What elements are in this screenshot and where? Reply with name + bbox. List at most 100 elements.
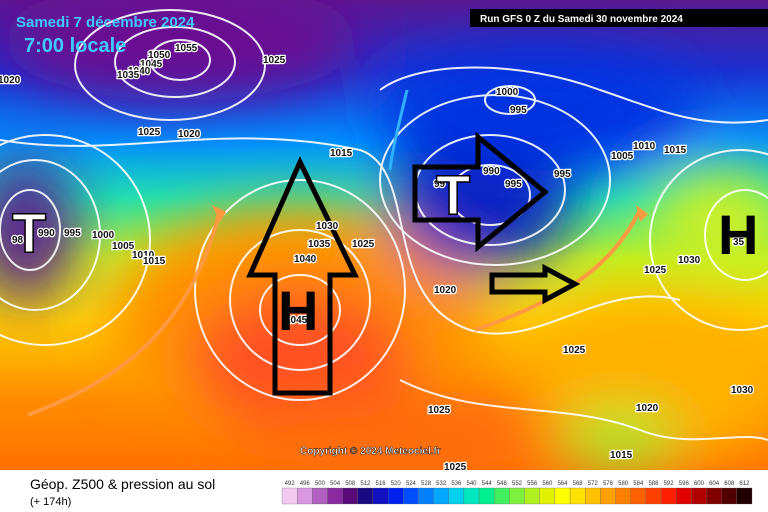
scale-label: 564: [557, 481, 568, 487]
scale-label: 504: [330, 481, 341, 487]
scale-label: 600: [694, 481, 705, 487]
run-info: Run GFS 0 Z du Samedi 30 novembre 2024: [480, 14, 683, 25]
scale-swatch: [600, 487, 616, 505]
isobar-label: 995: [505, 179, 522, 190]
scale-label: 584: [633, 481, 644, 487]
high-symbol: H: [718, 203, 758, 266]
scale-swatch: [433, 487, 449, 505]
isobar-label: 1010: [633, 141, 656, 152]
isobar-label: 1025: [138, 127, 161, 138]
scale-label: 576: [603, 481, 614, 487]
scale-swatch: [645, 487, 662, 505]
isobar-label: 1025: [428, 405, 451, 416]
isobar-label: 1050: [148, 50, 171, 61]
scale-swatch: [312, 487, 328, 505]
scale-swatch: [509, 487, 525, 505]
scale-swatch: [615, 487, 631, 505]
scale-label: 544: [482, 481, 493, 487]
isobar-label: 1015: [143, 256, 166, 267]
run-box: [470, 9, 768, 27]
isobar-label: 995: [64, 228, 81, 239]
isobar-label: 1015: [610, 450, 633, 461]
scale-label: 500: [315, 481, 326, 487]
scale-label: 608: [724, 481, 735, 487]
scale-swatch: [676, 487, 692, 505]
scale-label: 524: [406, 481, 417, 487]
arrows: [246, 131, 581, 396]
scale-label: 516: [376, 481, 387, 487]
scale-label: 612: [739, 481, 750, 487]
copyright: Copyright © 2024 Meteociel.fr: [300, 446, 441, 457]
isobar-labels: 1020 1055 1050 1045 1040 1035 1025 1025 …: [0, 42, 755, 475]
isobar-label: 1030: [678, 255, 701, 266]
isobar-label: 1025: [563, 345, 586, 356]
scale-swatch: [297, 487, 313, 505]
color-scale: 492 496 500 504 508 512 516 520 524 528 532 536 540 5…: [281, 481, 753, 505]
scale-label: 560: [542, 481, 553, 487]
isobar-label: 1045: [140, 59, 163, 70]
scale-swatch: [585, 487, 601, 505]
isobar-label: 1035: [117, 70, 140, 81]
isobar-label: 35: [733, 237, 745, 248]
isobar-label: 1025: [352, 239, 375, 250]
scale-swatch: [721, 487, 737, 505]
isobar-label: 1020: [636, 403, 659, 414]
scale-label: 592: [664, 481, 675, 487]
scale-label: 520: [391, 481, 402, 487]
scale-swatch: [281, 487, 298, 505]
scale-swatch: [448, 487, 465, 505]
scale-swatch: [403, 487, 419, 505]
low-symbol: T: [12, 201, 46, 264]
isobar-label: 990: [483, 166, 500, 177]
isobar-label: 1005: [112, 241, 135, 252]
isobar-label: 1025: [644, 265, 667, 276]
scale-label: 556: [527, 481, 538, 487]
scale-swatch: [554, 487, 571, 505]
scale-swatch: [342, 487, 358, 505]
isobar-label: 1035: [308, 239, 331, 250]
scale-swatch: [539, 487, 556, 505]
isobar-label: 1030: [316, 221, 339, 232]
scale-label: 496: [300, 481, 311, 487]
isobar-label: 1005: [611, 151, 634, 162]
scale-label: 508: [345, 481, 356, 487]
scale-swatch: [569, 487, 586, 505]
scale-swatch: [660, 487, 677, 505]
scale-label: 512: [360, 481, 371, 487]
isobar-label: 1025: [263, 55, 286, 66]
pressure-symbols: T H T H: [11, 162, 758, 342]
scale-label: 548: [497, 481, 508, 487]
isobar-label: 1030: [731, 385, 754, 396]
forecast-date: Samedi 7 décembre 2024: [16, 14, 195, 31]
scale-label: 572: [588, 481, 599, 487]
forecast-time: 7:00 locale: [24, 35, 126, 57]
field: [0, 0, 768, 470]
isobar-label: 1040: [128, 66, 151, 77]
scale-swatch: [706, 487, 722, 505]
scale-label: 492: [285, 481, 296, 487]
scale-label: 552: [512, 481, 523, 487]
scale-swatch: [524, 487, 540, 505]
isobar-label: 995: [554, 169, 571, 180]
scale-swatch: [494, 487, 510, 505]
isobar-label: 1010: [132, 250, 155, 261]
scale-label: 568: [573, 481, 584, 487]
isobar-label: 1000: [92, 230, 115, 241]
scale-swatch: [418, 487, 434, 505]
isobar-label: 99: [434, 179, 446, 190]
isobar-label: 1040: [294, 254, 317, 265]
scale-label: 580: [618, 481, 629, 487]
isobar-label: 995: [510, 105, 527, 116]
isobar-label: 1000: [496, 87, 519, 98]
scale-swatch: [630, 487, 647, 505]
high-symbol: H: [278, 279, 318, 342]
scale-swatch: [478, 487, 495, 505]
scale-swatch: [327, 487, 343, 505]
isobar-label: 1020: [434, 285, 457, 296]
isobar-label: 990: [38, 228, 55, 239]
isobar-label: 1015: [330, 148, 353, 159]
scale-swatch: [463, 487, 480, 505]
isobar-label: 98: [12, 235, 24, 246]
scale-swatch: [736, 487, 753, 505]
